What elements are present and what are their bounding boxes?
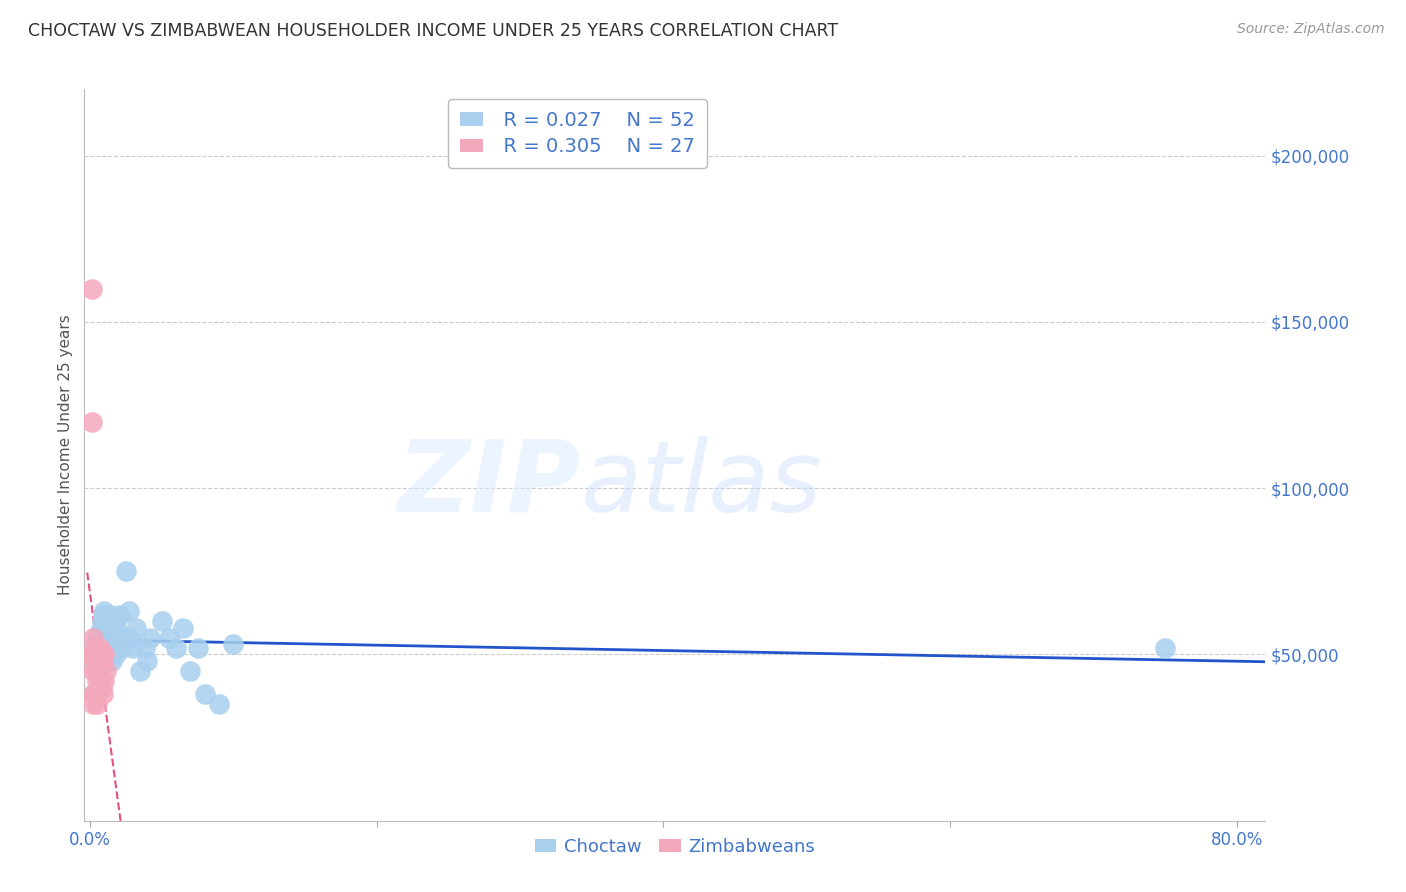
- Point: [101, 640, 124, 655]
- Point: [89, 624, 111, 639]
- Point: [179, 664, 201, 678]
- Point: [96, 654, 118, 668]
- Point: [134, 640, 156, 655]
- Point: [96, 640, 118, 655]
- Point: [93, 648, 115, 662]
- Point: [83, 687, 105, 701]
- Point: [115, 564, 138, 578]
- Point: [82, 687, 104, 701]
- Point: [222, 637, 245, 651]
- Point: [84, 640, 107, 655]
- Point: [104, 648, 127, 662]
- Text: atlas: atlas: [581, 435, 823, 533]
- Point: [80, 282, 103, 296]
- Point: [103, 614, 125, 628]
- Point: [80, 648, 103, 662]
- Point: [104, 621, 127, 635]
- Point: [139, 631, 162, 645]
- Point: [90, 654, 112, 668]
- Point: [172, 621, 194, 635]
- Point: [100, 654, 122, 668]
- Point: [83, 654, 105, 668]
- Point: [89, 640, 111, 655]
- Point: [87, 640, 110, 655]
- Point: [93, 673, 115, 688]
- Point: [93, 604, 115, 618]
- Point: [86, 698, 108, 712]
- Point: [82, 664, 104, 678]
- Point: [165, 640, 187, 655]
- Point: [91, 654, 114, 668]
- Point: [82, 698, 104, 712]
- Point: [89, 673, 111, 688]
- Point: [91, 631, 114, 645]
- Point: [125, 621, 148, 635]
- Point: [91, 607, 114, 622]
- Point: [93, 648, 115, 662]
- Text: Source: ZipAtlas.com: Source: ZipAtlas.com: [1237, 22, 1385, 37]
- Point: [93, 624, 115, 639]
- Point: [86, 673, 108, 688]
- Text: ZIP: ZIP: [398, 435, 581, 533]
- Point: [112, 631, 135, 645]
- Point: [82, 631, 104, 645]
- Point: [90, 614, 112, 628]
- Point: [208, 698, 231, 712]
- Point: [86, 648, 108, 662]
- Point: [98, 631, 121, 645]
- Point: [80, 415, 103, 429]
- Point: [87, 681, 110, 695]
- Point: [83, 640, 105, 655]
- Point: [94, 664, 117, 678]
- Point: [84, 664, 107, 678]
- Point: [107, 631, 129, 645]
- Point: [91, 637, 114, 651]
- Point: [91, 687, 114, 701]
- Point: [103, 631, 125, 645]
- Point: [100, 637, 122, 651]
- Point: [90, 681, 112, 695]
- Point: [87, 654, 110, 668]
- Point: [1154, 640, 1177, 655]
- Point: [84, 687, 107, 701]
- Point: [122, 640, 145, 655]
- Point: [194, 687, 217, 701]
- Point: [101, 624, 124, 639]
- Point: [98, 607, 121, 622]
- Legend: Choctaw, Zimbabweans: Choctaw, Zimbabweans: [527, 830, 823, 863]
- Point: [94, 621, 117, 635]
- Point: [136, 654, 159, 668]
- Point: [187, 640, 209, 655]
- Text: CHOCTAW VS ZIMBABWEAN HOUSEHOLDER INCOME UNDER 25 YEARS CORRELATION CHART: CHOCTAW VS ZIMBABWEAN HOUSEHOLDER INCOME…: [28, 22, 838, 40]
- Point: [89, 648, 111, 662]
- Point: [111, 640, 134, 655]
- Point: [86, 631, 108, 645]
- Point: [97, 648, 120, 662]
- Point: [108, 607, 131, 622]
- Point: [129, 664, 152, 678]
- Point: [150, 614, 173, 628]
- Point: [157, 631, 180, 645]
- Point: [97, 627, 120, 641]
- Y-axis label: Householder Income Under 25 years: Householder Income Under 25 years: [58, 315, 73, 595]
- Point: [105, 637, 128, 651]
- Point: [90, 648, 112, 662]
- Point: [118, 604, 141, 618]
- Point: [94, 631, 117, 645]
- Point: [120, 631, 142, 645]
